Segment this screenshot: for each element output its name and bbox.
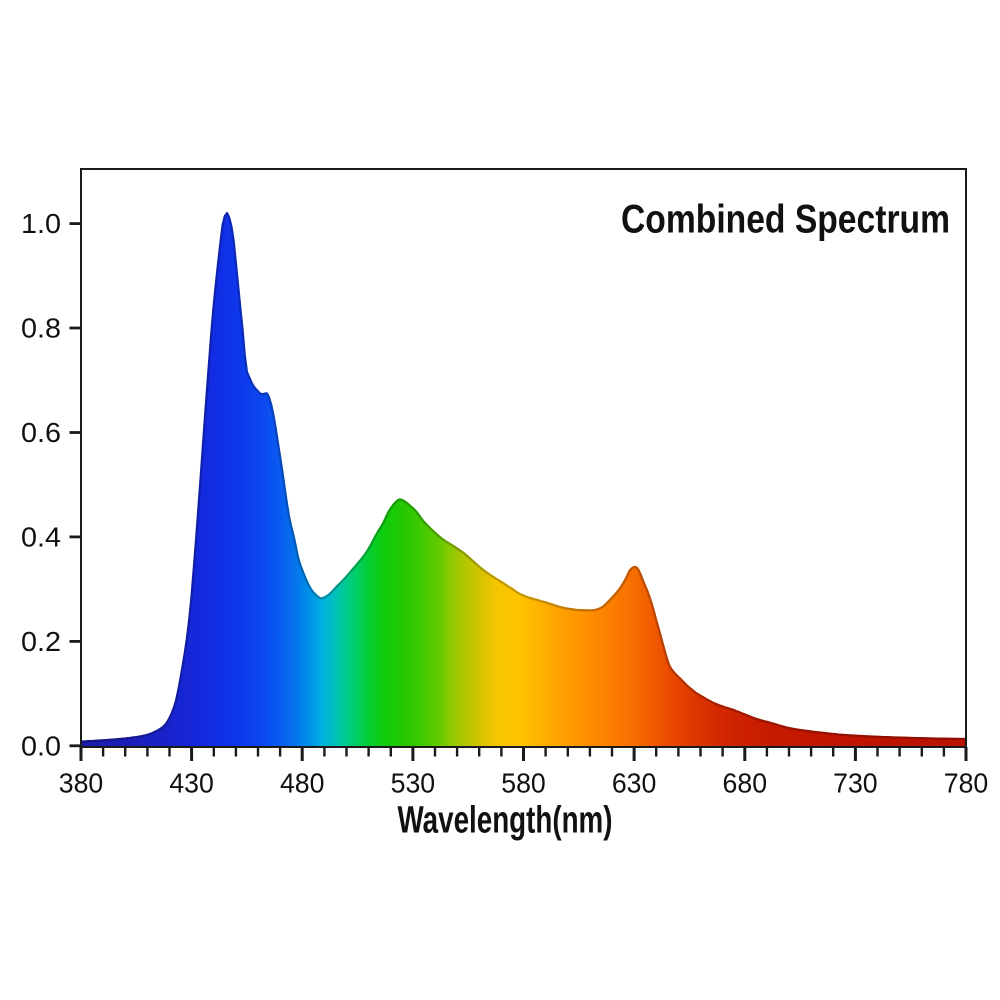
svg-text:530: 530 xyxy=(391,768,436,799)
svg-text:1.0: 1.0 xyxy=(21,208,61,239)
svg-text:380: 380 xyxy=(59,768,104,799)
svg-text:680: 680 xyxy=(723,768,768,799)
svg-text:Wavelength(nm): Wavelength(nm) xyxy=(398,800,613,842)
svg-text:630: 630 xyxy=(612,768,657,799)
svg-text:0.8: 0.8 xyxy=(21,313,61,344)
svg-text:0.6: 0.6 xyxy=(21,417,61,448)
svg-text:430: 430 xyxy=(169,768,214,799)
svg-text:730: 730 xyxy=(833,768,878,799)
svg-text:580: 580 xyxy=(501,768,546,799)
svg-text:780: 780 xyxy=(944,768,989,799)
svg-text:0.2: 0.2 xyxy=(21,626,61,657)
svg-text:Combined Spectrum: Combined Spectrum xyxy=(621,198,950,242)
svg-text:0.0: 0.0 xyxy=(21,730,61,761)
svg-text:480: 480 xyxy=(280,768,325,799)
svg-text:0.4: 0.4 xyxy=(21,522,61,553)
